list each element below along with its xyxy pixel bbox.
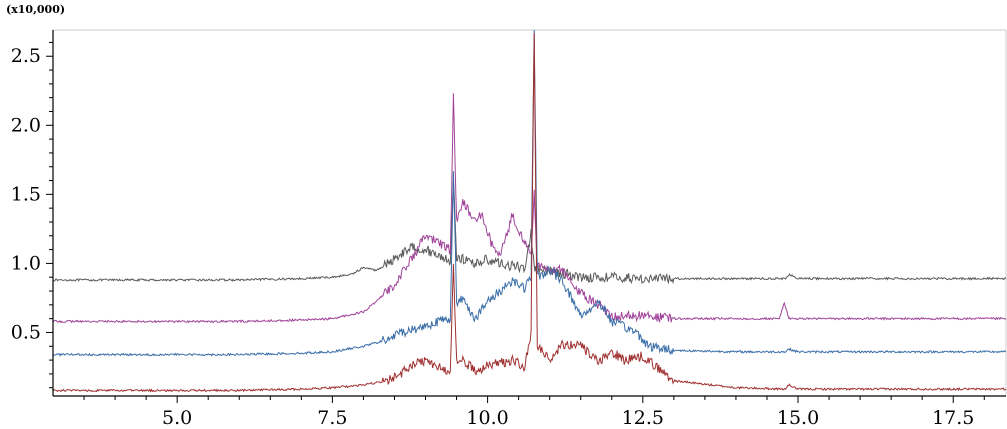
x-tick-label: 7.5 [317,407,347,429]
y-tick-label: 2.0 [11,114,41,136]
x-tick-label: 17.5 [932,407,974,429]
x-tick-label: 12.5 [622,407,664,429]
series-line-2 [52,93,1007,324]
y-tick-label: 2.5 [11,45,41,67]
x-tick-label: 10.0 [466,407,508,429]
y-tick-label: 1.0 [11,252,41,274]
series-line-4 [52,33,1007,393]
plot-frame [53,29,1007,396]
series-line-3 [52,29,1007,357]
axes-layer: 0.5 1.0 1.5 2.0 2.5 5.0 7.5 10.0 12.5 15.0 17.5 [11,30,1006,429]
y-tick-label: 0.5 [11,321,41,343]
y-tick-label: 1.5 [11,183,41,205]
x-tick-label: 15.0 [777,407,819,429]
x-tick-label: 5.0 [162,407,192,429]
series-line-1 [52,181,1007,285]
y-scale-label: (x10,000) [6,3,65,16]
series-layer [52,29,1007,393]
